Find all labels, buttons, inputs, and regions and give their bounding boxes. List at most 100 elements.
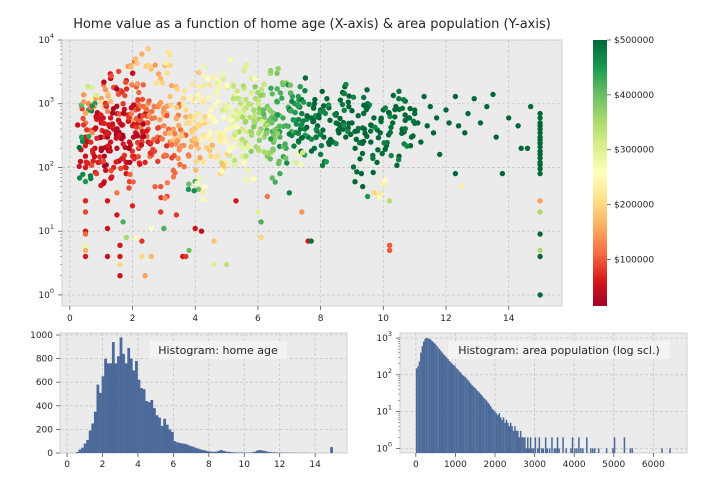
- scatter-point: [215, 98, 221, 105]
- scatter-point: [345, 99, 351, 105]
- scatter-point: [93, 170, 100, 177]
- scatter-point: [89, 130, 96, 136]
- histogram-bar: [165, 424, 169, 453]
- histogram-bar: [224, 451, 228, 453]
- scatter-point: [537, 155, 543, 161]
- scatter-point: [189, 130, 195, 136]
- scatter-point: [187, 113, 193, 120]
- x-tick-label: 6000: [642, 460, 665, 470]
- histogram-bar: [565, 448, 567, 453]
- scatter-point: [128, 111, 134, 117]
- histogram-bar: [467, 380, 469, 453]
- histogram-bar: [111, 342, 115, 453]
- x-tick-label: 2000: [484, 460, 507, 470]
- scatter-point: [180, 95, 187, 101]
- histogram-bar: [181, 443, 185, 453]
- histogram-bar: [253, 451, 256, 453]
- scatter-point: [120, 141, 126, 147]
- scatter-point: [83, 110, 89, 116]
- scatter-point: [349, 108, 355, 114]
- histogram-bar: [669, 448, 671, 453]
- scatter-point: [258, 92, 264, 99]
- scatter-point: [231, 158, 238, 164]
- scatter-point: [186, 181, 192, 187]
- scatter-point: [133, 115, 140, 122]
- histogram-bar: [420, 352, 422, 453]
- scatter-point: [230, 96, 236, 102]
- scatter-point: [310, 118, 317, 125]
- scatter-point: [82, 253, 89, 260]
- scatter-point: [241, 67, 247, 74]
- scatter-point: [167, 62, 173, 69]
- histogram-bar: [465, 378, 468, 453]
- scatter-point: [181, 88, 188, 94]
- scatter-point: [238, 100, 244, 107]
- scatter-point: [173, 104, 180, 111]
- scatter-point: [194, 180, 200, 186]
- scatter-point: [81, 99, 87, 105]
- scatter-point: [205, 94, 212, 101]
- scatter-point: [241, 160, 247, 166]
- scatter-point: [209, 142, 215, 148]
- histogram-bar: [623, 437, 626, 453]
- scatter-point: [193, 158, 199, 164]
- scatter-point: [101, 79, 107, 85]
- scatter-point: [129, 82, 135, 88]
- histogram-area-population-bars: [415, 338, 671, 453]
- histogram-bar: [555, 448, 557, 453]
- histogram-bar: [427, 338, 429, 453]
- x-tick-label: 0: [413, 460, 419, 470]
- colorbar-ticks: $100000 $200000 $300000 $400000 $500000: [607, 36, 654, 265]
- scatter-point: [158, 209, 164, 215]
- histogram-bar: [194, 447, 197, 453]
- scatter-point: [317, 131, 324, 138]
- histogram-bar: [454, 366, 456, 453]
- scatter-point: [243, 96, 249, 103]
- scatter-point: [130, 179, 136, 185]
- scatter-point: [379, 150, 385, 157]
- scatter-point: [358, 170, 365, 177]
- histogram-bar: [452, 364, 455, 453]
- scatter-point: [142, 273, 148, 279]
- scatter-point: [410, 133, 416, 139]
- scatter-point: [114, 190, 120, 196]
- histogram-bar: [444, 355, 446, 453]
- scatter-point: [477, 120, 484, 126]
- scatter-point: [82, 242, 89, 248]
- scatter-point: [148, 253, 154, 260]
- scatter-point: [293, 121, 300, 127]
- scatter-point: [117, 253, 123, 260]
- scatter-point: [159, 80, 166, 86]
- histogram-bar: [538, 437, 541, 453]
- scatter-point: [386, 110, 392, 116]
- histogram-bar: [438, 349, 441, 453]
- histogram-bar: [613, 437, 616, 453]
- scatter-point: [105, 122, 112, 128]
- scatter-point: [291, 143, 297, 149]
- histogram-bar: [101, 376, 105, 453]
- histogram-bar: [186, 444, 190, 453]
- scatter-point: [240, 145, 246, 152]
- histogram-bar: [502, 417, 505, 453]
- scatter-point: [346, 103, 352, 110]
- scatter-point: [275, 160, 282, 167]
- scatter-point: [484, 103, 490, 110]
- scatter-point: [104, 198, 111, 204]
- scatter-point: [202, 114, 208, 120]
- scatter-point: [185, 152, 192, 158]
- histogram-bar: [442, 354, 445, 453]
- histogram-bar: [586, 437, 588, 453]
- histogram-bar: [431, 341, 434, 453]
- scatter-point: [370, 155, 376, 161]
- scatter-point: [287, 82, 294, 88]
- histogram-bar: [255, 450, 259, 453]
- histogram-bar: [605, 448, 608, 453]
- scatter-point: [116, 68, 122, 75]
- histogram-bar: [534, 437, 537, 453]
- scatter-point: [443, 107, 449, 113]
- scatter-point: [127, 171, 133, 178]
- scatter-point: [235, 95, 241, 102]
- scatter-point: [191, 125, 198, 131]
- scatter-point: [359, 150, 366, 157]
- colorbar-tick-label: $400000: [614, 91, 654, 101]
